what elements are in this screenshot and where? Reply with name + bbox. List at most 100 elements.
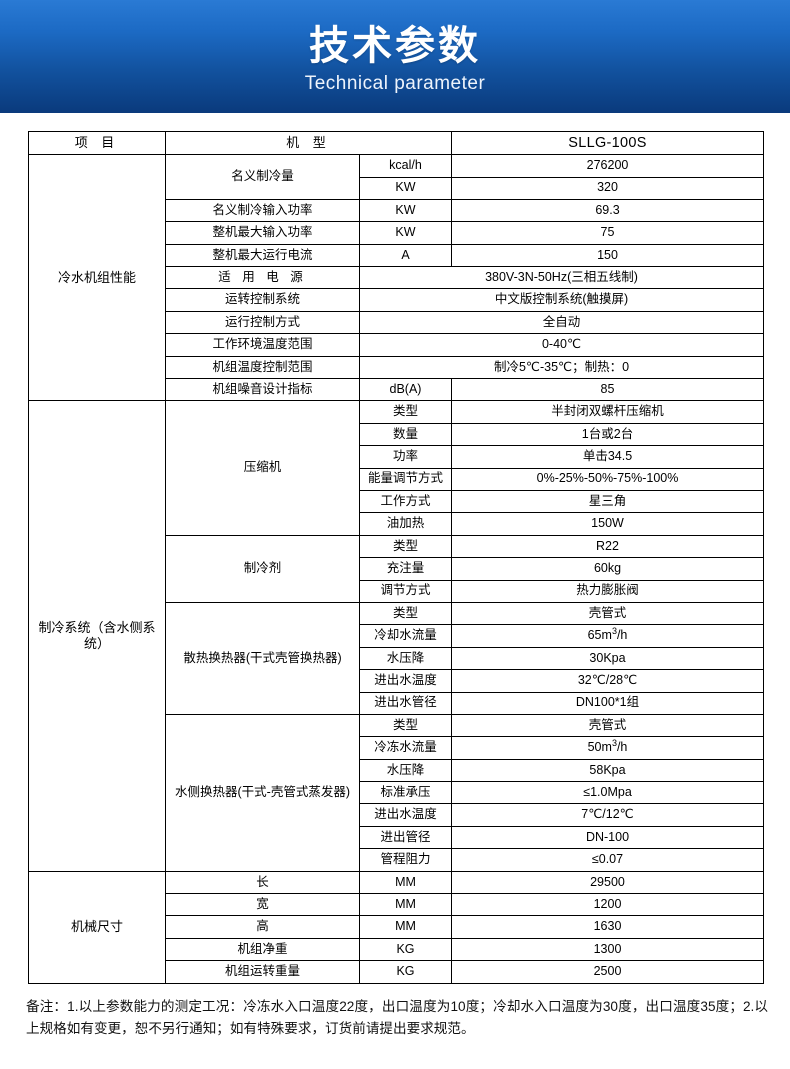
row-value: 中文版控制系统(触摸屏): [359, 288, 764, 312]
row-value: 全自动: [359, 310, 764, 335]
table-row: 制冷剂 类型 R22: [29, 534, 764, 603]
row-value: 1台或2台: [451, 422, 764, 447]
table-row: 数量 1台或2台: [29, 422, 764, 447]
row-value: 60kg: [451, 557, 764, 581]
row-label: 机组噪音设计指标: [165, 378, 360, 402]
table-row: 运行控制方式 全自动: [29, 310, 764, 335]
row-unit: KG: [359, 937, 452, 962]
row-label: 适 用 电 源: [165, 266, 360, 290]
row-label: 散热换热器(干式壳管换热器): [165, 601, 360, 715]
table-row: 整机最大运行电流 A 150: [29, 243, 764, 268]
spec-table-container: 项 目机 型 SLLG-100S 冷水机组性能 名义制冷量 kcal/h 276200 KW…: [0, 113, 790, 984]
row-value: 29500: [451, 870, 764, 895]
row-value: 150W: [451, 512, 764, 536]
row-value: 65m3/h: [451, 624, 764, 648]
table-row: 机组运转重量 KG 2500: [29, 960, 764, 984]
table-row: 工作环境温度范围 0-40℃: [29, 333, 764, 357]
row-label: 运转控制系统: [165, 288, 360, 312]
row-unit: dB(A): [359, 378, 452, 402]
row-label: 机组净重: [165, 937, 360, 962]
row-value: ≤1.0Mpa: [451, 781, 764, 805]
table-header-row: 项 目机 型 SLLG-100S: [28, 130, 764, 156]
row-unit: MM: [359, 893, 452, 917]
table-row: 进出水温度 7℃/12℃: [29, 803, 764, 827]
table-row: 标准承压 ≤1.0Mpa: [29, 781, 764, 805]
row-value: 276200: [451, 154, 764, 178]
row-label: 工作环境温度范围: [165, 333, 360, 357]
row-unit: MM: [359, 870, 452, 895]
row-unit: 油加热: [359, 512, 452, 536]
row-value: 58Kpa: [451, 758, 764, 783]
row-value: 星三角: [451, 489, 764, 514]
table-row: 机组噪音设计指标 dB(A) 85: [29, 378, 764, 402]
row-value: 150: [451, 243, 764, 268]
table-row: 适 用 电 源 380V-3N-50Hz(三相五线制): [29, 266, 764, 290]
row-label: 压缩机: [165, 400, 360, 536]
row-unit: MM: [359, 915, 452, 939]
row-label: 水侧换热器(干式-壳管式蒸发器): [165, 713, 360, 872]
row-unit: 冷冻水流量: [359, 736, 452, 760]
row-label: 名义制冷量: [165, 154, 360, 200]
row-unit: 类型: [359, 534, 452, 559]
table-row: 能量调节方式 0%-25%-50%-75%-100%: [29, 467, 764, 491]
table-row: 高 MM 1630: [29, 915, 764, 939]
row-unit: 进出水温度: [359, 803, 452, 827]
row-unit: 进出管径: [359, 825, 452, 850]
row-unit: KW: [359, 176, 452, 200]
row-label: 高: [165, 915, 360, 939]
row-label: 机组温度控制范围: [165, 355, 360, 380]
row-unit: 进出水温度: [359, 669, 452, 693]
table-row: 充注量 60kg: [29, 557, 764, 581]
row-value: 1630: [451, 915, 764, 939]
row-unit: 功率: [359, 445, 452, 469]
table-row: 水压降 58Kpa: [29, 758, 764, 783]
row-value: 320: [451, 176, 764, 200]
group-label: 冷水机组性能: [28, 154, 166, 402]
table-row: 运转控制系统 中文版控制系统(触摸屏): [29, 288, 764, 312]
banner-subtitle: Technical parameter: [304, 73, 486, 95]
row-unit: 调节方式: [359, 579, 452, 603]
row-value: 壳管式: [451, 601, 764, 626]
row-value: 32℃/28℃: [451, 669, 764, 693]
header-model: 机 型: [165, 130, 452, 156]
row-value: R22: [451, 534, 764, 559]
row-unit: 类型: [359, 601, 452, 626]
row-value: 单击34.5: [451, 445, 764, 469]
banner-title: 技术参数: [309, 23, 481, 68]
row-value: 2500: [451, 960, 764, 984]
row-value: 半封闭双螺杆压缩机: [451, 400, 764, 424]
row-label: 名义制冷输入功率: [165, 198, 360, 223]
row-unit: A: [359, 243, 452, 268]
row-unit: 类型: [359, 400, 452, 424]
table-row: 功率 单击34.5: [29, 445, 764, 469]
row-value: 7℃/12℃: [451, 803, 764, 827]
row-value: 热力膨胀阀: [451, 579, 764, 603]
row-label: 机组运转重量: [165, 960, 360, 984]
group-label: 机械尺寸: [28, 870, 166, 984]
table-row: 机械尺寸长 MM 29500: [28, 870, 764, 984]
page-banner: 技术参数 Technical parameter: [0, 0, 790, 113]
row-value: 1300: [451, 937, 764, 962]
row-value: 壳管式: [451, 713, 764, 738]
row-unit: 数量: [359, 422, 452, 447]
row-value: 1200: [451, 893, 764, 917]
row-unit: 类型: [359, 713, 452, 738]
table-row: 冷水机组性能 名义制冷量 kcal/h 276200: [28, 154, 764, 402]
row-unit: 工作方式: [359, 489, 452, 514]
row-unit: kcal/h: [359, 154, 452, 178]
spec-table-body: 项 目机 型 SLLG-100S 冷水机组性能 名义制冷量 kcal/h 276200 KW…: [28, 130, 764, 984]
header-item: 项 目: [28, 130, 166, 156]
row-value: 69.3: [451, 198, 764, 223]
row-label: 制冷剂: [165, 534, 360, 603]
row-unit: KG: [359, 960, 452, 984]
row-unit: 管程阻力: [359, 848, 452, 872]
row-unit: 能量调节方式: [359, 467, 452, 491]
technical-parameter-table: 项 目机 型 SLLG-100S 冷水机组性能 名义制冷量 kcal/h 276200 KW…: [28, 130, 764, 984]
row-value: 75: [451, 221, 764, 245]
table-row: 进出水温度 32℃/28℃: [29, 669, 764, 693]
header-model-code: SLLG-100S: [451, 130, 764, 156]
row-unit: 水压降: [359, 646, 452, 671]
row-value: 0%-25%-50%-75%-100%: [451, 467, 764, 491]
row-value: 85: [451, 378, 764, 402]
row-value: 0-40℃: [359, 333, 764, 357]
